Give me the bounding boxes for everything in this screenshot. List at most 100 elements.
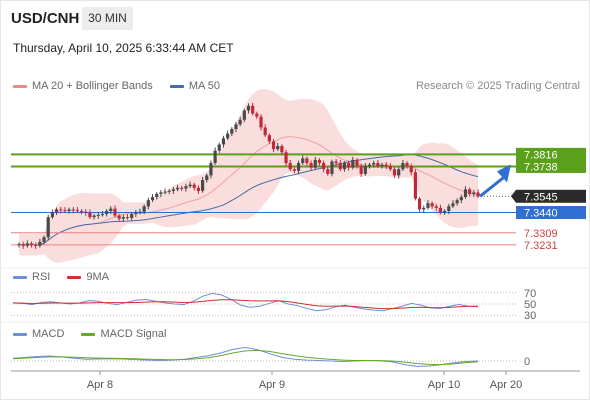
candle bbox=[296, 160, 301, 174]
candle bbox=[109, 206, 113, 215]
candle-body bbox=[42, 237, 46, 242]
candle bbox=[117, 213, 121, 222]
candle-body bbox=[54, 209, 59, 213]
price-label-bg bbox=[516, 159, 586, 173]
candle-body bbox=[292, 169, 296, 171]
timeframe-button[interactable]: 30 MIN bbox=[82, 7, 133, 30]
candle bbox=[67, 207, 71, 214]
candle bbox=[367, 162, 372, 169]
candle-body bbox=[17, 244, 21, 246]
macd-swatch-icon bbox=[13, 332, 27, 336]
candle-body bbox=[21, 244, 25, 246]
candle bbox=[105, 209, 109, 217]
candle-body bbox=[422, 207, 426, 210]
candle bbox=[443, 209, 447, 215]
candle bbox=[34, 242, 38, 249]
candle bbox=[405, 161, 409, 169]
candle-body bbox=[150, 197, 155, 201]
candle-body bbox=[34, 244, 38, 246]
candle bbox=[163, 188, 167, 195]
candle-body bbox=[280, 146, 284, 153]
candle-body bbox=[230, 129, 234, 134]
candle-body bbox=[238, 119, 242, 125]
candle-body bbox=[105, 210, 109, 215]
candle-body bbox=[217, 144, 221, 151]
candle bbox=[175, 184, 180, 192]
candle bbox=[29, 241, 34, 248]
candle bbox=[242, 108, 246, 123]
candle bbox=[430, 201, 434, 209]
price-label-bg bbox=[516, 147, 586, 161]
candle-body bbox=[342, 163, 347, 170]
candle-body bbox=[242, 110, 246, 120]
candle bbox=[17, 242, 21, 248]
candle bbox=[167, 189, 171, 195]
candle-body bbox=[213, 150, 217, 164]
candle bbox=[38, 238, 42, 248]
candle-body bbox=[46, 217, 50, 238]
candle-body bbox=[67, 209, 71, 211]
macd-line bbox=[12, 346, 479, 367]
candle bbox=[238, 116, 242, 127]
candle-body bbox=[347, 163, 351, 168]
candle bbox=[347, 160, 351, 171]
time-axis-label: Apr 10 bbox=[428, 379, 460, 391]
rsi-line bbox=[12, 292, 479, 312]
candle bbox=[463, 186, 468, 199]
candle-body bbox=[180, 187, 184, 189]
candle-body bbox=[455, 200, 459, 204]
rsi-level-label: 70 bbox=[524, 288, 536, 300]
candle bbox=[184, 183, 188, 192]
candle-body bbox=[338, 163, 342, 170]
candle bbox=[288, 159, 292, 172]
candle-body bbox=[276, 146, 280, 150]
candle bbox=[188, 181, 192, 189]
candle-body bbox=[372, 163, 376, 165]
price-label-text: 7.3816 bbox=[524, 149, 558, 161]
candle-body bbox=[251, 105, 255, 114]
candle bbox=[50, 209, 54, 220]
rsi-legend: RSI 9MA bbox=[13, 271, 123, 283]
candle bbox=[317, 158, 322, 166]
candle-body bbox=[322, 163, 326, 170]
candle bbox=[71, 206, 75, 214]
candle-body bbox=[63, 210, 67, 212]
candle bbox=[326, 166, 330, 176]
candle bbox=[159, 189, 163, 198]
candle-body bbox=[309, 163, 313, 168]
candle bbox=[472, 189, 476, 198]
candle bbox=[284, 149, 288, 167]
candle-body bbox=[121, 217, 125, 219]
candle bbox=[388, 163, 392, 172]
candle-body bbox=[92, 215, 96, 218]
candle-body bbox=[438, 207, 443, 213]
legend-rsi: RSI bbox=[32, 271, 51, 283]
price-label-text: 7.3545 bbox=[524, 191, 558, 203]
candle-body bbox=[305, 158, 309, 164]
candle-body bbox=[301, 158, 305, 164]
candle-body bbox=[443, 210, 447, 213]
candle-body bbox=[384, 164, 388, 167]
candle-body bbox=[201, 180, 205, 191]
candle bbox=[213, 147, 217, 165]
candle bbox=[42, 235, 46, 245]
candle bbox=[209, 160, 213, 179]
candle-body bbox=[79, 210, 84, 212]
candle-body bbox=[405, 163, 409, 167]
candle bbox=[46, 214, 50, 241]
candle-body bbox=[417, 198, 422, 210]
candle bbox=[267, 133, 271, 144]
candle bbox=[426, 200, 430, 210]
candle-body bbox=[209, 163, 213, 176]
candle bbox=[92, 213, 96, 220]
rsi-ma-line bbox=[12, 299, 479, 310]
legend-macd: MACD bbox=[32, 328, 65, 340]
price-label-text: 7.3231 bbox=[524, 240, 558, 252]
price-label: 7.3738 bbox=[516, 159, 586, 173]
candle-body bbox=[159, 192, 163, 194]
candle bbox=[217, 142, 221, 154]
candle-body bbox=[167, 190, 171, 192]
candle bbox=[221, 135, 226, 148]
candle bbox=[322, 160, 326, 173]
